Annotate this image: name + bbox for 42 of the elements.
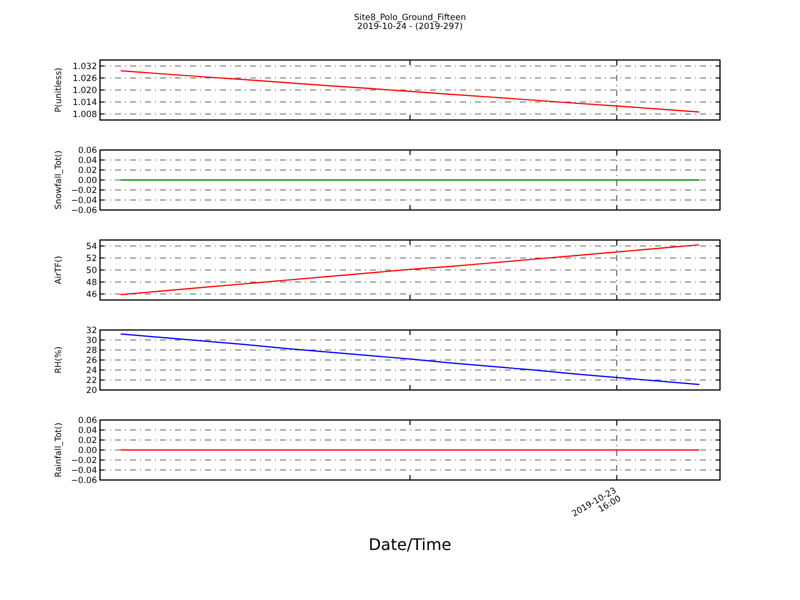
y-tick-label: 0.00 <box>78 446 97 456</box>
y-axis-title: AirTF() <box>54 256 64 284</box>
y-tick-label: −0.06 <box>70 206 97 216</box>
y-tick-label: 0.06 <box>78 416 97 426</box>
y-tick-label: 0.06 <box>78 146 97 156</box>
y-tick-label: −0.02 <box>70 186 97 196</box>
y-axis-title: Snowfall_Tot() <box>54 150 64 210</box>
line-series <box>120 70 700 113</box>
line-series <box>120 244 700 296</box>
y-tick-label: 1.026 <box>72 74 97 84</box>
y-tick-label: 0.02 <box>78 436 97 446</box>
x-axis-title: Date/Time <box>368 535 452 554</box>
chart-title: Site8_Polo_Ground_Fifteen <box>354 13 466 23</box>
y-tick-label: −0.04 <box>70 196 97 206</box>
y-tick-label: 26 <box>86 356 97 366</box>
y-tick-label: 0.04 <box>78 426 97 436</box>
y-tick-label: 0.02 <box>78 166 97 176</box>
y-tick-label: 30 <box>86 336 97 346</box>
y-tick-label: 0.00 <box>78 176 97 186</box>
y-tick-label: 32 <box>86 326 97 336</box>
y-tick-label: 24 <box>86 366 97 376</box>
y-tick-label: 54 <box>86 242 97 252</box>
y-tick-label: −0.02 <box>70 456 97 466</box>
y-tick-label: 0.04 <box>78 156 97 166</box>
chart-subtitle: 2019-10-24 - (2019-297) <box>357 22 463 32</box>
y-tick-label: 1.020 <box>72 86 97 96</box>
y-tick-label: 1.008 <box>72 110 97 120</box>
y-axis-title: P(unitless) <box>54 68 64 112</box>
y-tick-label: 46 <box>86 290 97 300</box>
y-tick-label: 22 <box>86 376 97 386</box>
y-tick-label: 48 <box>86 278 97 288</box>
y-axis-title: RH(%) <box>54 346 64 374</box>
y-tick-label: 50 <box>86 266 97 276</box>
line-series <box>120 333 700 386</box>
y-axis-title: Rainfall_Tot() <box>54 422 64 478</box>
y-tick-label: −0.06 <box>70 476 97 486</box>
y-tick-label: 52 <box>86 254 97 264</box>
y-tick-label: 20 <box>86 386 97 396</box>
y-tick-label: −0.04 <box>70 466 97 476</box>
y-tick-label: 1.014 <box>72 98 97 108</box>
y-tick-label: 1.032 <box>72 62 97 72</box>
y-tick-label: 28 <box>86 346 97 356</box>
